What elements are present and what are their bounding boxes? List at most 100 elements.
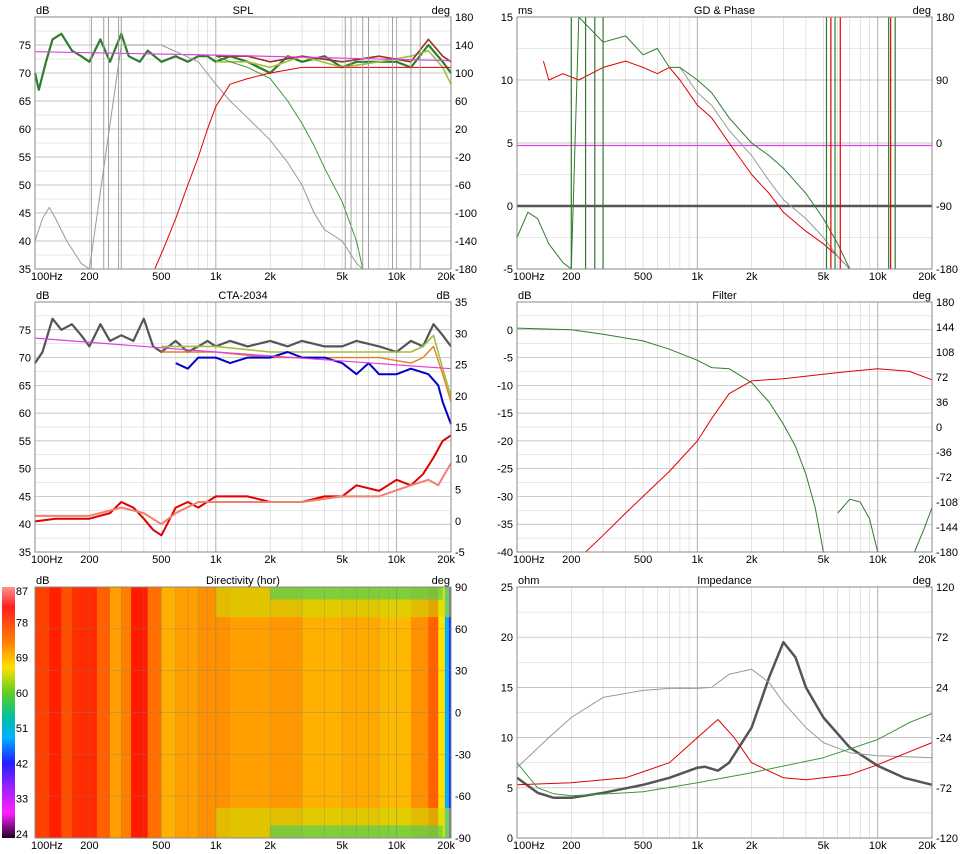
chart-title: SPL xyxy=(233,5,254,17)
colorbar-tick-label: 42 xyxy=(16,758,28,770)
y-tick-label-left: 50 xyxy=(19,180,31,192)
y-tick-label-right: -24 xyxy=(936,733,952,745)
colorbar-tick-label: 78 xyxy=(16,617,28,629)
x-tick-label: 5k xyxy=(336,840,348,852)
x-tick-label: 100Hz xyxy=(513,840,545,852)
x-tick-label: 1k xyxy=(210,271,222,283)
y-tick-label-right: 10 xyxy=(455,453,467,465)
y-tick-label-left: 35 xyxy=(19,547,31,559)
y-axis-unit-right: deg xyxy=(913,290,931,302)
x-tick-label: 2k xyxy=(746,271,758,283)
x-tick-label: 10k xyxy=(869,271,887,283)
y-tick-label-right: 100 xyxy=(455,68,473,80)
x-tick-label: 500 xyxy=(152,840,170,852)
x-tick-label: 5k xyxy=(818,271,830,283)
panel-filter: Filter dB deg 0 -5 -10 -15 -20 -25 -30 -35 -40 180 14… xyxy=(497,290,958,566)
x-tick-label: 2k xyxy=(264,840,276,852)
y-tick-label-right: -144 xyxy=(936,522,958,534)
x-tick-label: 20k xyxy=(918,271,936,283)
colorbar xyxy=(2,587,15,838)
x-tick-label: 100Hz xyxy=(31,840,63,852)
grid xyxy=(516,301,933,553)
x-tick-label: 500 xyxy=(634,271,652,283)
y-tick-label-left: 70 xyxy=(19,353,31,365)
y-tick-label-right: 30 xyxy=(455,666,467,678)
y-tick-label-right: 0 xyxy=(455,516,461,528)
y-axis-unit-left: dB xyxy=(36,290,49,302)
x-tick-label: 10k xyxy=(869,840,887,852)
plot-frame xyxy=(516,301,933,553)
y-tick-label-right: 180 xyxy=(936,297,954,309)
y-tick-label-left: 20 xyxy=(501,632,513,644)
y-tick-label-right: -60 xyxy=(455,791,471,803)
y-tick-label-left: 0 xyxy=(507,833,513,845)
series-line-red xyxy=(516,719,933,786)
x-tick-label: 2k xyxy=(746,554,758,566)
x-tick-label: 500 xyxy=(634,840,652,852)
y-tick-label-left: 40 xyxy=(19,519,31,531)
y-tick-label-right: 60 xyxy=(455,96,467,108)
y-tick-label-left: -5 xyxy=(503,264,513,276)
y-tick-label-left: 40 xyxy=(19,236,31,248)
chart-title: CTA-2034 xyxy=(218,290,267,302)
colorbar-tick-label: 51 xyxy=(16,723,28,735)
x-tick-label: 200 xyxy=(80,554,98,566)
series-line-red xyxy=(542,60,851,270)
y-tick-label-left: 65 xyxy=(19,96,31,108)
y-tick-label-left: 5 xyxy=(507,138,513,150)
y-tick-label-right: 0 xyxy=(936,422,942,434)
y-tick-label-right: 36 xyxy=(936,397,948,409)
series-group xyxy=(516,640,933,800)
y-axis-unit-right: deg xyxy=(432,5,450,17)
x-tick-label: 20k xyxy=(437,554,455,566)
y-tick-label-right: 120 xyxy=(936,582,954,594)
y-tick-label-left: -30 xyxy=(497,491,513,503)
series-line-gray xyxy=(516,668,933,769)
y-tick-label-left: 75 xyxy=(19,325,31,337)
y-tick-label-left: 35 xyxy=(19,264,31,276)
y-tick-label-left: 0 xyxy=(507,325,513,337)
y-tick-label-right: 20 xyxy=(455,391,467,403)
y-tick-label-right: -100 xyxy=(455,208,477,220)
series-group xyxy=(516,16,932,270)
x-tick-label: 1k xyxy=(692,271,704,283)
y-tick-label-right: -72 xyxy=(936,472,952,484)
y-tick-label-right: 35 xyxy=(455,297,467,309)
y-tick-label-right: 72 xyxy=(936,372,948,384)
x-tick-label: 100Hz xyxy=(513,554,545,566)
y-tick-label-right: -90 xyxy=(455,833,471,845)
y-tick-label-right: -20 xyxy=(455,152,471,164)
y-tick-label-right: 0 xyxy=(455,708,461,720)
plot-frame xyxy=(34,301,452,553)
x-tick-label: 2k xyxy=(264,554,276,566)
series-group xyxy=(33,17,452,270)
y-tick-label-left: -10 xyxy=(497,380,513,392)
chart-title: GD & Phase xyxy=(694,5,755,17)
y-tick-label-left: 0 xyxy=(507,201,513,213)
x-tick-label: 100Hz xyxy=(31,554,63,566)
y-tick-label-left: 50 xyxy=(19,464,31,476)
x-tick-label: 20k xyxy=(437,271,455,283)
y-tick-label-left: 60 xyxy=(19,124,31,136)
y-tick-label-right: 108 xyxy=(936,347,954,359)
y-tick-label-right: 180 xyxy=(936,12,954,24)
y-tick-label-right: 30 xyxy=(455,328,467,340)
x-tick-label: 5k xyxy=(336,554,348,566)
series-line-magenta xyxy=(34,337,452,370)
series-line-green xyxy=(215,55,364,270)
series-line-orange xyxy=(161,345,452,403)
x-tick-label: 5k xyxy=(336,271,348,283)
y-tick-label-left: 15 xyxy=(501,12,513,24)
y-tick-label-left: 45 xyxy=(19,491,31,503)
y-tick-label-left: 5 xyxy=(507,783,513,795)
series-line-gray xyxy=(34,44,364,270)
series-line-red xyxy=(585,368,933,553)
x-tick-label: 10k xyxy=(388,271,406,283)
y-tick-label-right: -120 xyxy=(936,833,958,845)
y-tick-label-right: 15 xyxy=(455,422,467,434)
x-tick-label: 500 xyxy=(152,554,170,566)
x-tick-label: 100Hz xyxy=(31,271,63,283)
x-tick-label: 1k xyxy=(210,840,222,852)
